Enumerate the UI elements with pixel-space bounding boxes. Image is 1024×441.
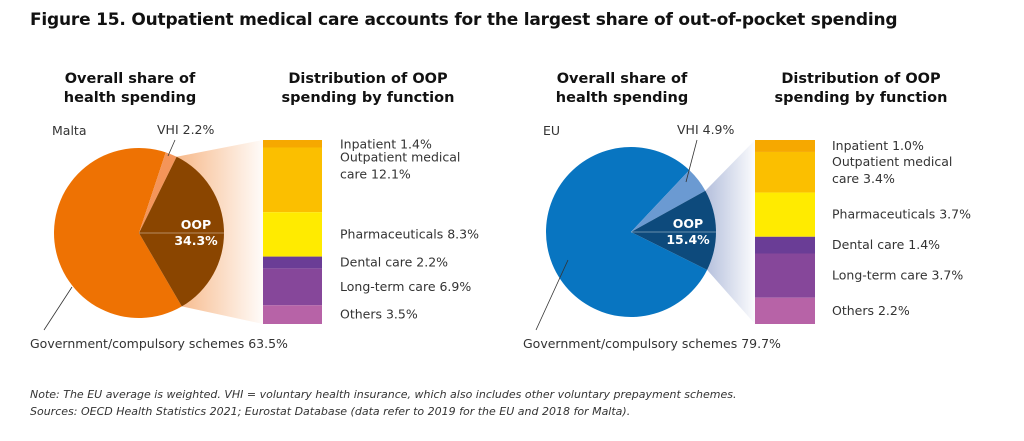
vhi-label: VHI 2.2% bbox=[157, 122, 214, 137]
bar-segment-label: care 3.4% bbox=[832, 171, 895, 186]
bar-title: spending by function bbox=[775, 90, 948, 106]
bar-segment-label: Outpatient medical bbox=[340, 149, 460, 164]
pie-title: health spending bbox=[556, 90, 688, 106]
pie-slice-oop bbox=[139, 156, 224, 307]
bar-segment-others bbox=[755, 297, 815, 324]
bar-segment-long-term-care bbox=[263, 268, 322, 306]
bar-segment-label: Others 2.2% bbox=[832, 303, 910, 318]
bar-segment-label: Dental care 1.4% bbox=[832, 237, 940, 252]
bar-segment-inpatient bbox=[263, 140, 322, 148]
bar-segment-outpatient-medical-care bbox=[263, 147, 322, 213]
bar-title: Distribution of OOP bbox=[288, 71, 448, 87]
government-leader-line bbox=[43, 286, 73, 331]
sources: Sources: OECD Health Statistics 2021; Eu… bbox=[30, 405, 631, 418]
bar-segment-dental-care bbox=[755, 236, 815, 254]
pie-slice-vhi bbox=[631, 170, 706, 232]
oop-value: 34.3% bbox=[174, 233, 218, 248]
pie-title: health spending bbox=[64, 90, 196, 106]
bar-segment-label: Dental care 2.2% bbox=[340, 255, 448, 270]
bar-segment-label: Others 3.5% bbox=[340, 307, 418, 322]
bar-segment-dental-care bbox=[263, 256, 322, 269]
region-label: Malta bbox=[52, 123, 86, 138]
bar-segment-label: Inpatient 1.4% bbox=[340, 137, 432, 152]
bar-segment-label: Outpatient medical bbox=[832, 154, 952, 169]
bar-segment-label: Long-term care 3.7% bbox=[832, 268, 963, 283]
bar-segment-label: Pharmaceuticals 3.7% bbox=[832, 207, 971, 222]
bar-segment-pharmaceuticals bbox=[263, 212, 322, 257]
pie-slice-government bbox=[54, 148, 182, 318]
oop-label: OOP bbox=[673, 216, 703, 231]
pie-slice-vhi bbox=[139, 152, 177, 233]
government-label: Government/compulsory schemes 79.7% bbox=[523, 336, 781, 351]
pie-slice-government bbox=[546, 147, 708, 318]
bar-segment-label: care 12.1% bbox=[340, 166, 411, 181]
bar-title: spending by function bbox=[282, 90, 455, 106]
vhi-label: VHI 4.9% bbox=[677, 122, 734, 137]
note: Note: The EU average is weighted. VHI = … bbox=[30, 388, 737, 401]
bar-segment-long-term-care bbox=[755, 253, 815, 298]
bar-segment-others bbox=[263, 305, 322, 324]
vhi-leader-line bbox=[167, 139, 176, 157]
bar-segment-inpatient bbox=[755, 140, 815, 152]
pie-slice-oop bbox=[631, 190, 716, 270]
bar-segment-pharmaceuticals bbox=[755, 192, 815, 237]
pie-title: Overall share of bbox=[65, 71, 196, 87]
bar-segment-label: Inpatient 1.0% bbox=[832, 138, 924, 153]
fan-connector bbox=[705, 140, 755, 324]
oop-label: OOP bbox=[181, 217, 211, 232]
vhi-leader-line bbox=[685, 139, 698, 183]
pie-title: Overall share of bbox=[557, 71, 688, 87]
government-label: Government/compulsory schemes 63.5% bbox=[30, 336, 288, 351]
government-leader-line bbox=[535, 259, 569, 331]
figure-title: Figure 15. Outpatient medical care accou… bbox=[30, 10, 898, 30]
region-label: EU bbox=[543, 123, 560, 138]
bar-segment-outpatient-medical-care bbox=[755, 151, 815, 193]
bar-segment-label: Pharmaceuticals 8.3% bbox=[340, 226, 479, 241]
bar-title: Distribution of OOP bbox=[781, 71, 941, 87]
bar-segment-label: Long-term care 6.9% bbox=[340, 279, 471, 294]
oop-value: 15.4% bbox=[666, 232, 710, 247]
